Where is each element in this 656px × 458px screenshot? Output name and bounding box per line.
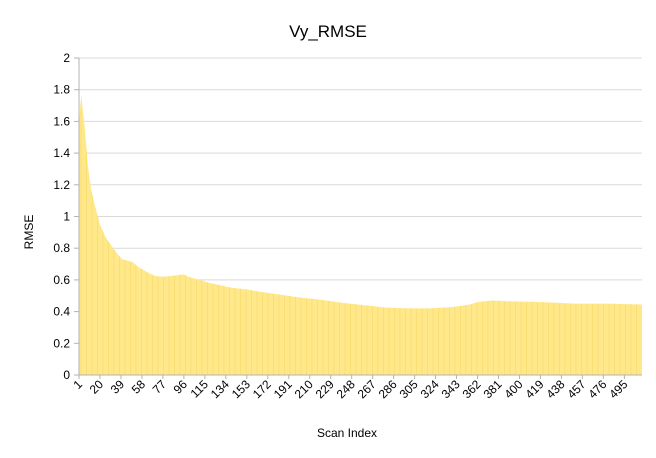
y-tick-labels: 0 0.2 0.4 0.6 0.8 1 1.2 1.4 1.6 1.8 2 [53, 51, 79, 382]
x-tick-label: 419 [522, 377, 546, 401]
x-tick-label: 381 [481, 377, 505, 401]
x-tick-label: 134 [208, 377, 232, 401]
chart-title: Vy_RMSE [289, 22, 367, 41]
x-tick-label: 77 [150, 377, 170, 397]
x-tick-label: 343 [439, 377, 463, 401]
rmse-area [79, 96, 642, 375]
x-tick-labels: 1 20 39 58 77 9611513415317219121022924826728… [70, 375, 631, 401]
x-tick-label: 115 [188, 377, 212, 401]
y-tick-label: 0.6 [53, 273, 70, 287]
x-tick-label: 495 [606, 377, 630, 401]
y-tick-label: 1.8 [53, 83, 70, 97]
x-tick-label: 400 [502, 377, 526, 401]
x-tick-label: 438 [543, 377, 567, 401]
x-tick-label: 58 [129, 377, 149, 397]
x-tick-label: 229 [313, 377, 337, 401]
y-tick-label: 0.4 [53, 305, 70, 319]
x-tick-label: 172 [250, 377, 274, 401]
x-tick-label: 248 [334, 377, 358, 401]
y-tick-label: 0.2 [53, 336, 70, 350]
x-axis-label: Scan Index [317, 426, 377, 440]
y-tick-label: 1.2 [53, 178, 70, 192]
y-tick-label: 1.6 [53, 114, 70, 128]
x-tick-label: 324 [418, 377, 442, 401]
x-tick-label: 267 [355, 377, 379, 401]
y-tick-label: 0.8 [53, 241, 70, 255]
x-tick-label: 191 [271, 377, 295, 401]
x-tick-label: 457 [564, 377, 588, 401]
x-tick-label: 476 [585, 377, 609, 401]
x-tick-label: 1 [70, 377, 85, 392]
x-tick-label: 96 [171, 377, 191, 397]
x-tick-label: 362 [460, 377, 484, 401]
y-tick-label: 2 [63, 51, 70, 65]
y-tick-label: 1.4 [53, 146, 70, 160]
y-tick-label: 1 [63, 210, 70, 224]
x-tick-label: 39 [108, 377, 128, 397]
x-tick-label: 305 [397, 377, 421, 401]
x-tick-label: 20 [87, 377, 107, 397]
y-axis-label: RMSE [22, 215, 36, 250]
y-tick-label: 0 [63, 368, 70, 382]
x-tick-label: 286 [376, 377, 400, 401]
x-tick-label: 153 [229, 377, 253, 401]
x-tick-label: 210 [292, 377, 316, 401]
